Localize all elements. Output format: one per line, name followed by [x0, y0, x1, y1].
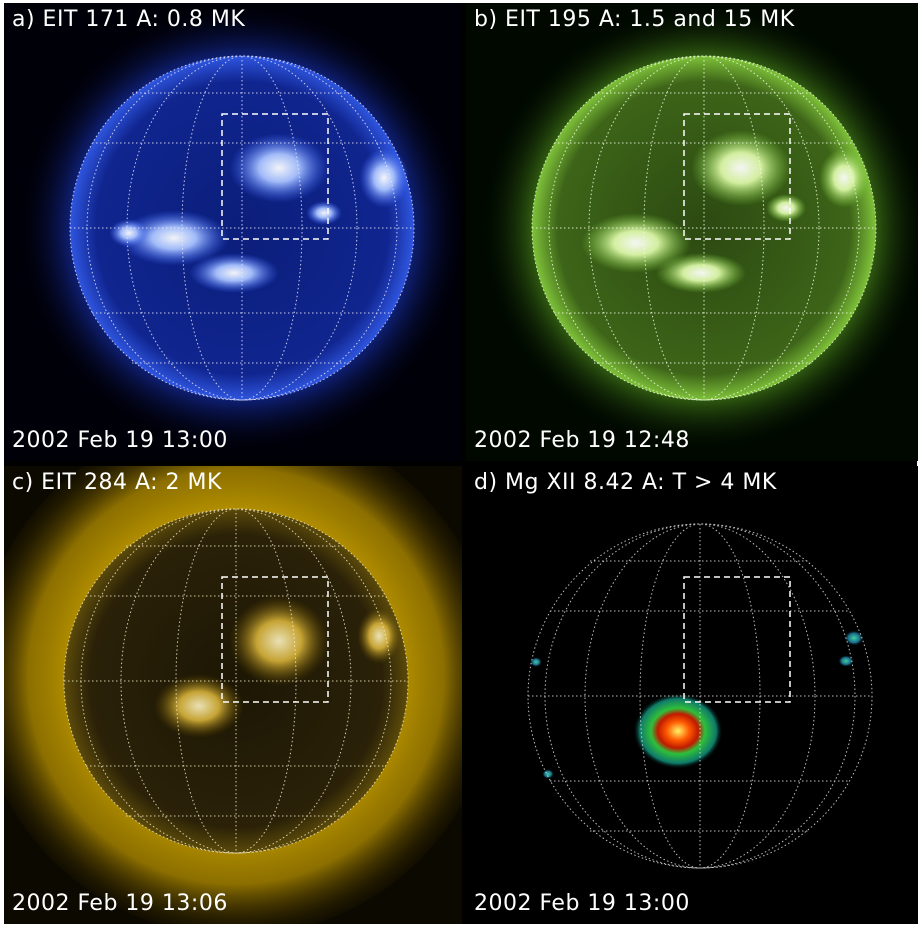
- sun-image-blue: [4, 3, 462, 461]
- panel-date: 2002 Feb 19 13:00: [474, 891, 690, 916]
- sun-image-gold: [4, 466, 462, 924]
- panel-eit-284: c) EIT 284 A: 2 MK 2002 Feb 19 13:06: [4, 466, 462, 924]
- panel-eit-195: b) EIT 195 A: 1.5 and 15 MK 2002 Feb 19 …: [466, 3, 918, 461]
- sun-image-mgxii: [466, 466, 918, 924]
- panel-title: c) EIT 284 A: 2 MK: [12, 470, 222, 495]
- panel-date: 2002 Feb 19 12:48: [474, 428, 690, 453]
- panel-title: a) EIT 171 A: 0.8 MK: [12, 7, 246, 32]
- solar-image-figure: a) EIT 171 A: 0.8 MK 2002 Feb 19 13:00: [4, 3, 918, 924]
- panel-eit-171: a) EIT 171 A: 0.8 MK 2002 Feb 19 13:00: [4, 3, 462, 461]
- sun-image-green: [466, 3, 918, 461]
- panel-date: 2002 Feb 19 13:06: [12, 891, 228, 916]
- panel-title: b) EIT 195 A: 1.5 and 15 MK: [474, 7, 795, 32]
- panel-mg-xii: d) Mg XII 8.42 A: T > 4 MK 2002 Feb 19 1…: [466, 466, 918, 924]
- panel-date: 2002 Feb 19 13:00: [12, 428, 228, 453]
- panel-title: d) Mg XII 8.42 A: T > 4 MK: [474, 470, 777, 495]
